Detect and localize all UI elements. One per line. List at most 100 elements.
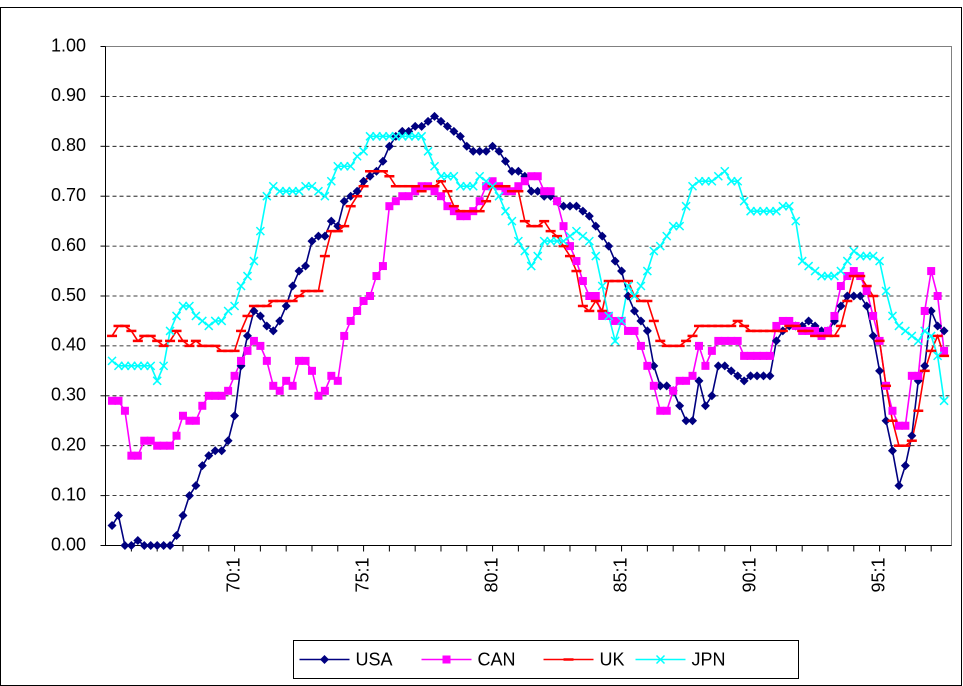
marker [191, 481, 201, 491]
marker [230, 411, 240, 421]
marker [598, 311, 607, 320]
marker [191, 311, 201, 321]
marker [894, 481, 904, 491]
marker [165, 326, 175, 336]
marker [114, 396, 123, 405]
marker [513, 236, 523, 246]
marker [533, 186, 543, 196]
marker [649, 246, 659, 256]
marker [172, 431, 181, 440]
marker [926, 306, 936, 316]
marker [204, 451, 214, 461]
marker [481, 176, 491, 186]
marker [197, 461, 207, 471]
marker [553, 197, 562, 206]
marker [300, 181, 311, 191]
marker [797, 256, 807, 266]
marker [894, 421, 903, 430]
marker [565, 242, 574, 251]
marker [733, 371, 743, 381]
marker [578, 277, 587, 286]
y-tick-label: 0.90 [51, 85, 86, 105]
y-tick-label: 0.80 [51, 135, 86, 155]
marker [810, 266, 820, 276]
marker [894, 321, 904, 331]
marker [326, 176, 336, 186]
y-tick-label: 0.40 [51, 335, 86, 355]
marker [765, 206, 775, 216]
marker [346, 191, 356, 201]
marker [501, 187, 510, 196]
marker [746, 371, 756, 381]
marker [933, 321, 943, 331]
marker [778, 201, 788, 211]
marker [591, 292, 600, 300]
marker [520, 177, 529, 186]
marker [146, 361, 156, 371]
marker [397, 131, 407, 141]
marker [726, 176, 736, 186]
marker [462, 181, 472, 191]
marker [804, 261, 814, 271]
marker [701, 361, 710, 370]
marker [262, 356, 271, 365]
marker [720, 336, 729, 345]
marker [682, 376, 691, 385]
marker [784, 201, 794, 211]
marker [410, 131, 420, 141]
marker [217, 446, 227, 456]
marker [165, 541, 175, 550]
marker [171, 311, 182, 321]
marker [436, 171, 446, 181]
marker [468, 181, 478, 191]
marker [758, 371, 768, 381]
marker [900, 461, 910, 471]
y-tick-label: 0.50 [51, 285, 86, 305]
marker [746, 206, 756, 216]
x-tick-label: 70:1 [223, 558, 243, 593]
legend-label: UK [600, 649, 625, 669]
marker [888, 406, 897, 415]
marker [152, 376, 162, 386]
marker [236, 281, 246, 291]
marker [843, 272, 852, 281]
marker [320, 386, 329, 395]
marker [488, 181, 498, 191]
marker [391, 131, 401, 141]
marker [184, 491, 194, 501]
marker [494, 146, 504, 156]
marker [301, 261, 311, 271]
marker [204, 391, 213, 400]
marker [939, 396, 949, 406]
marker [146, 541, 156, 550]
marker [700, 176, 710, 186]
marker [230, 301, 240, 311]
marker [417, 121, 427, 131]
marker [268, 326, 278, 336]
marker [533, 251, 543, 261]
marker [481, 146, 491, 156]
marker [223, 436, 233, 446]
marker [262, 191, 272, 201]
legend-label: USA [356, 649, 393, 669]
marker [320, 231, 330, 241]
marker [565, 201, 575, 211]
marker [313, 231, 323, 241]
marker [449, 171, 459, 181]
marker [868, 331, 878, 341]
marker [307, 236, 317, 246]
marker [178, 411, 187, 420]
marker [307, 366, 316, 375]
marker [468, 146, 478, 156]
marker [753, 351, 762, 360]
marker [624, 326, 633, 335]
marker [881, 286, 891, 296]
marker [359, 146, 369, 156]
marker [133, 451, 142, 460]
marker [237, 356, 246, 365]
marker [139, 541, 149, 550]
marker [700, 401, 710, 411]
marker [926, 331, 936, 341]
marker [353, 306, 362, 315]
marker [423, 146, 433, 156]
